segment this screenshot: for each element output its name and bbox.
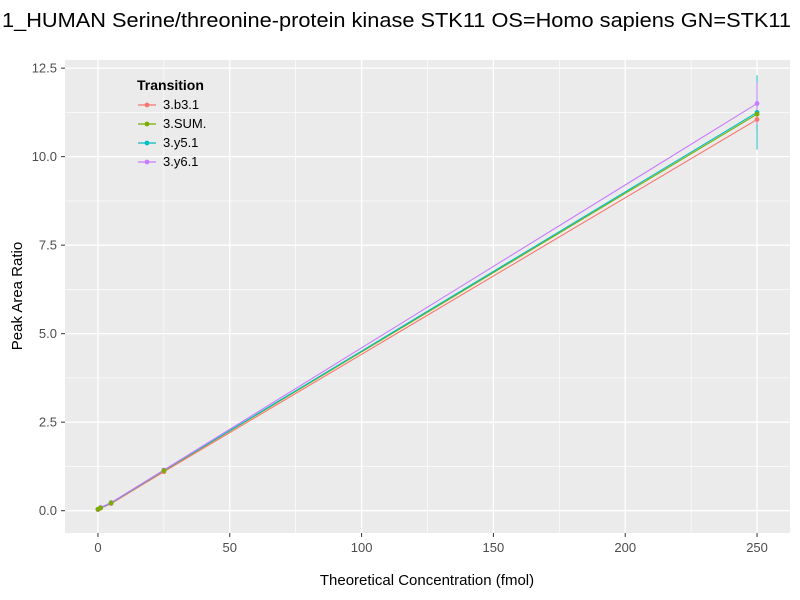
data-point-3.SUM. — [161, 468, 167, 474]
legend-key-point-3.b3.1 — [144, 102, 150, 108]
y-tick-label: 12.5 — [32, 61, 57, 76]
legend-title: Transition — [137, 77, 204, 93]
chart-title: 1_HUMAN Serine/threonine-protein kinase … — [2, 10, 791, 32]
legend-key-point-3.SUM. — [144, 121, 150, 127]
legend-label-3.b3.1: 3.b3.1 — [163, 97, 199, 112]
y-axis-title: Peak Area Ratio — [9, 242, 26, 350]
y-tick-label: 2.5 — [39, 415, 57, 430]
data-point-3.y6.1 — [754, 101, 760, 106]
x-tick-label: 0 — [94, 540, 101, 555]
x-tick-label: 200 — [614, 540, 636, 555]
data-point-3.SUM. — [754, 111, 760, 117]
legend-key-point-3.y6.1 — [144, 159, 150, 165]
y-tick-label: 7.5 — [39, 238, 57, 253]
y-tick-label: 10.0 — [32, 149, 57, 164]
legend-label-3.SUM.: 3.SUM. — [163, 116, 206, 131]
x-tick-label: 250 — [746, 540, 768, 555]
legend-label-3.y5.1: 3.y5.1 — [163, 135, 198, 150]
legend-key-point-3.y5.1 — [144, 140, 150, 146]
x-tick-label: 50 — [223, 540, 237, 555]
x-axis-title: Theoretical Concentration (fmol) — [320, 572, 534, 589]
data-point-3.b3.1 — [754, 117, 760, 122]
x-tick-label: 100 — [351, 540, 373, 555]
legend-label-3.y6.1: 3.y6.1 — [163, 154, 198, 169]
plot-panel-layer: 0 50 100 150 200 250 0.0 2.5 5.0 7.5 10.0 12.5 Trans… — [32, 60, 790, 555]
y-tick-label: 5.0 — [39, 326, 57, 341]
data-point-3.SUM. — [98, 505, 103, 511]
y-tick-label: 0.0 — [39, 503, 57, 518]
data-point-3.SUM. — [108, 500, 114, 506]
x-tick-label: 150 — [483, 540, 505, 555]
